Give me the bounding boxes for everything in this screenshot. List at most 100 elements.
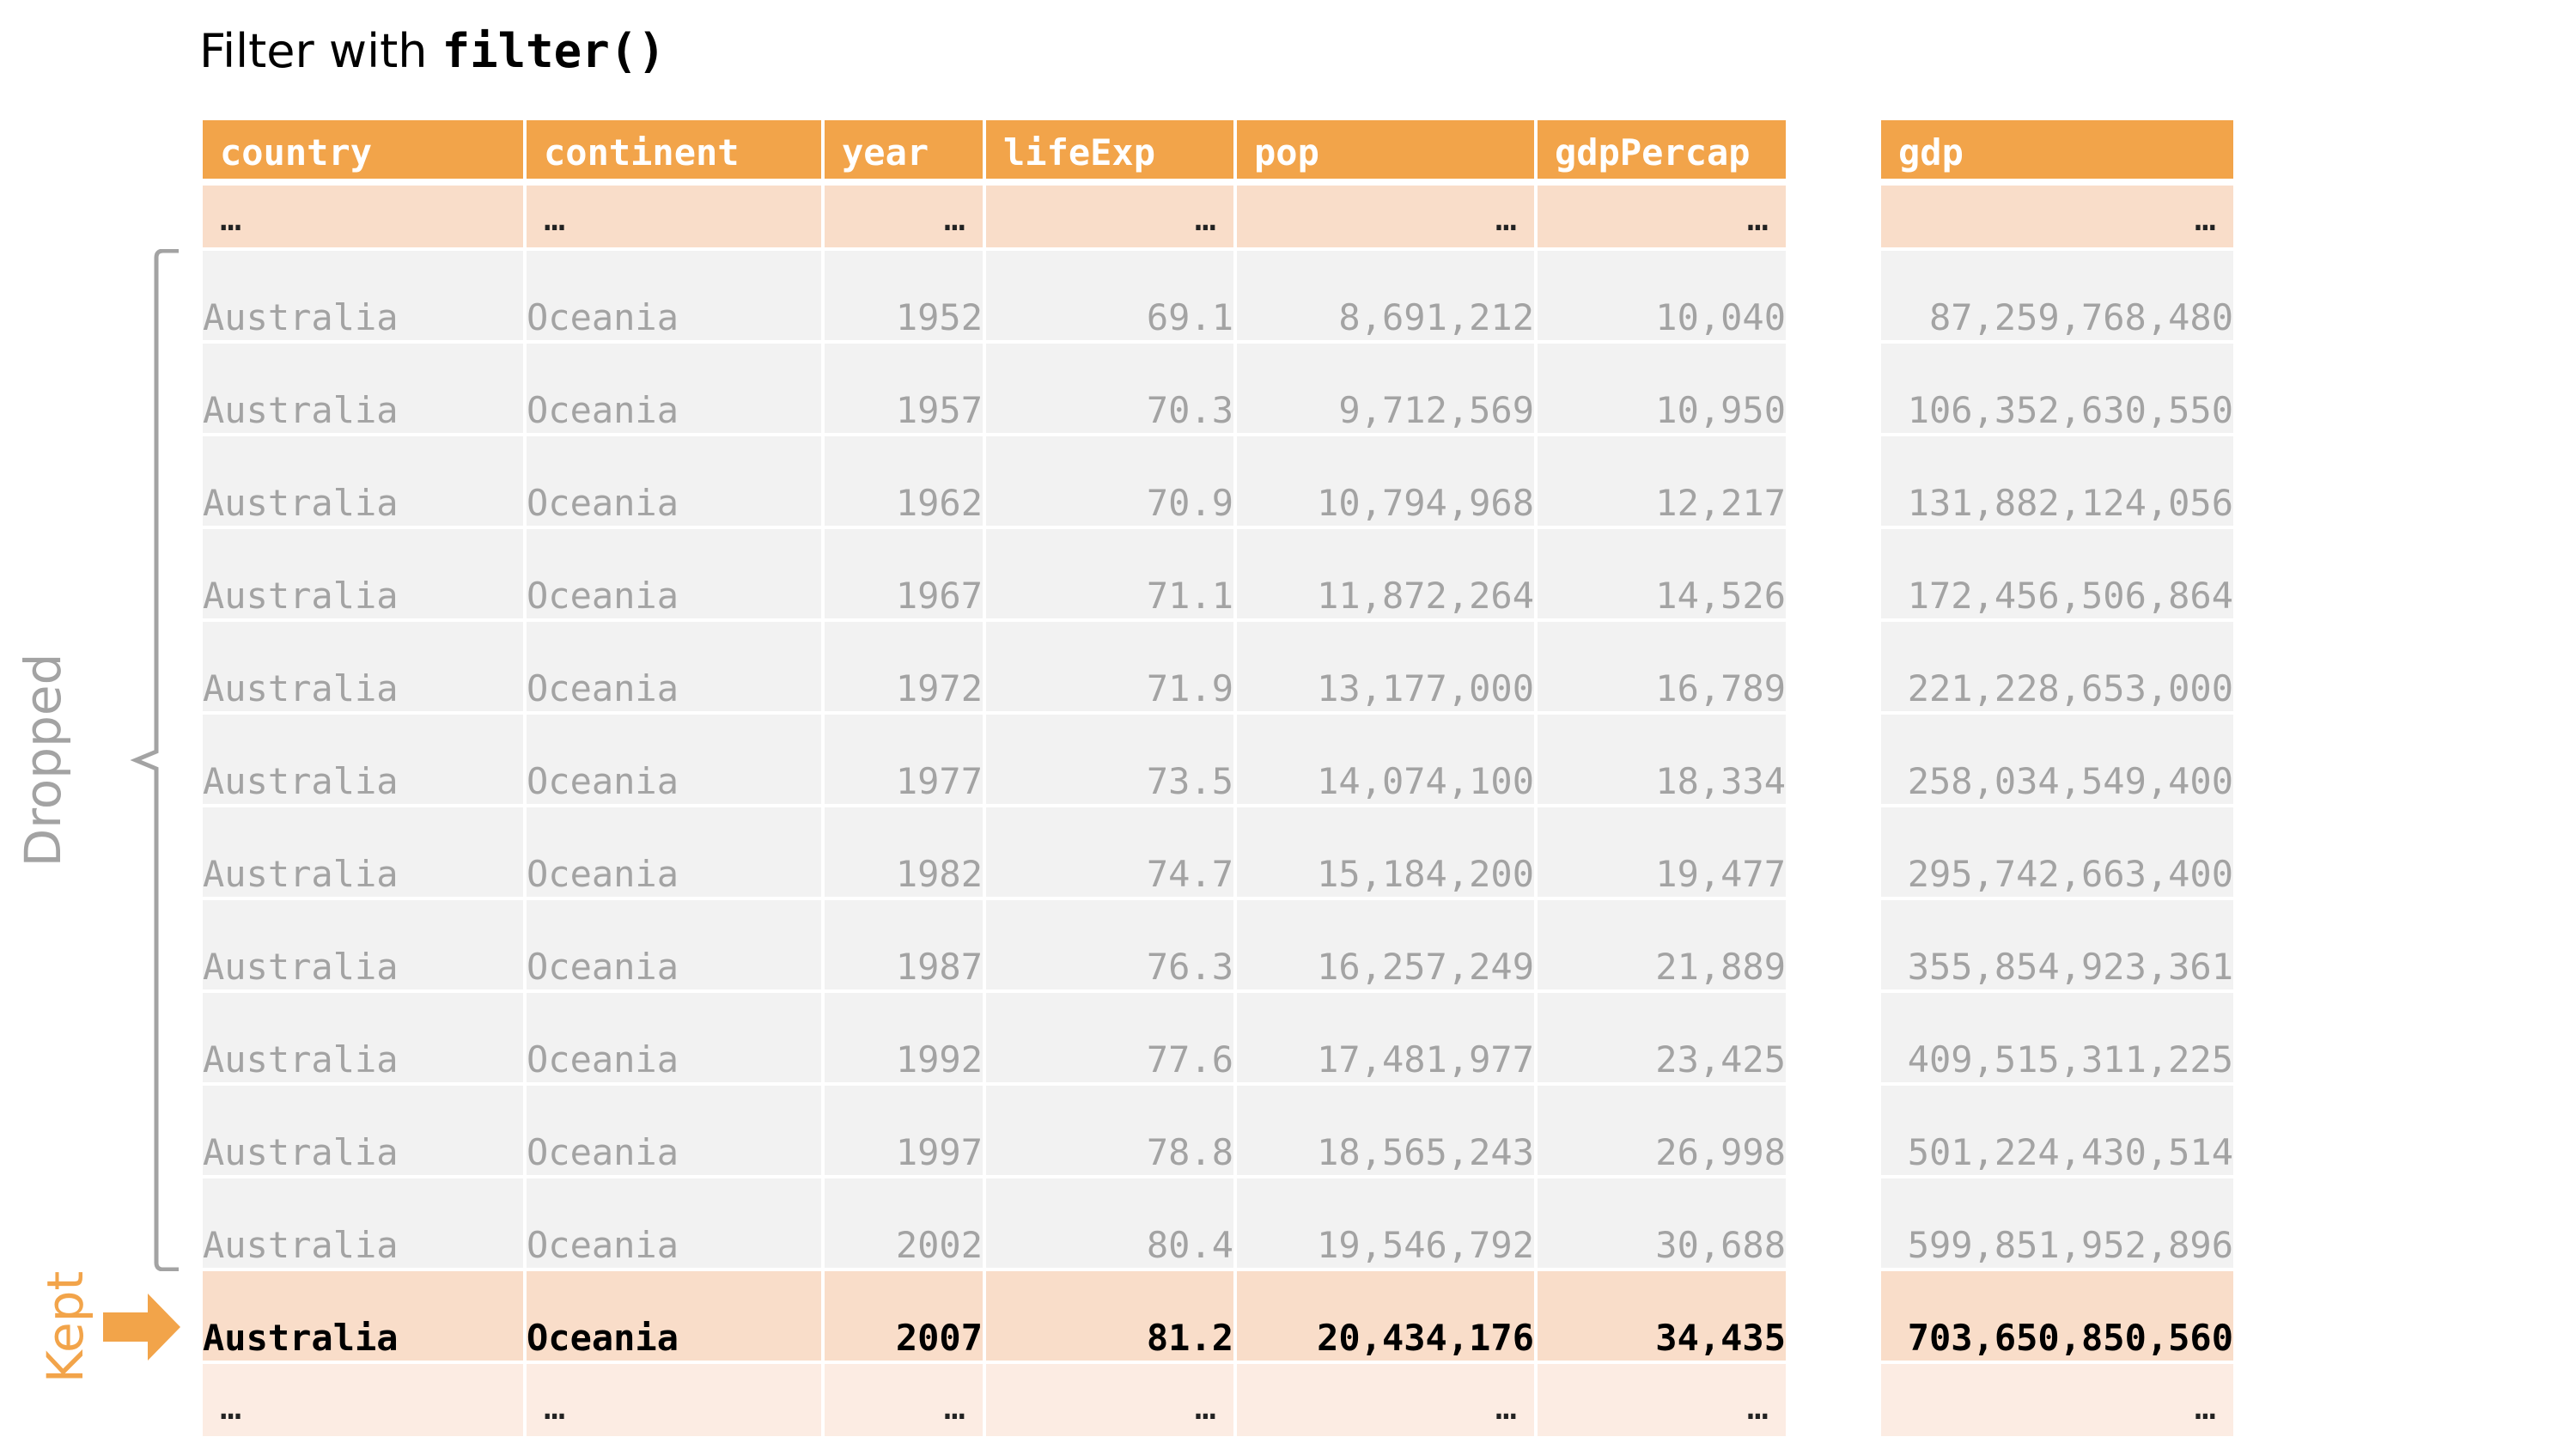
column-header-pop: pop [1237,120,1534,179]
dropped-cell-year: 2002 [825,1178,983,1268]
dropped-cell-year: 1962 [825,436,983,526]
dropped-cell-lifeexp: 78.8 [986,1086,1233,1175]
dropped-cell-country: Australia [203,436,523,526]
dropped-cell-gdp: 87,259,768,480 [1881,251,2233,340]
ellipsis-cell-bottom: … [1538,1364,1786,1436]
ellipsis-cell-top: … [1881,186,2233,247]
dropped-cell-gdppercap: 10,950 [1538,344,1786,433]
dropped-cell-gdp: 599,851,952,896 [1881,1178,2233,1268]
dropped-cell-year: 1977 [825,715,983,804]
ellipsis-cell-bottom: … [986,1364,1233,1436]
dropped-cell-gdppercap: 12,217 [1538,436,1786,526]
column-header-gdppercap: gdpPercap [1538,120,1786,179]
slide-title: Filter with filter() [199,24,666,78]
dropped-cell-year: 1972 [825,622,983,711]
dropped-cell-continent: Oceania [527,436,821,526]
ellipsis-cell-bottom: … [527,1364,821,1436]
ellipsis-cell-bottom: … [1881,1364,2233,1436]
dropped-cell-year: 1997 [825,1086,983,1175]
dropped-cell-pop: 9,712,569 [1237,344,1534,433]
dropped-cell-continent: Oceania [527,715,821,804]
dropped-cell-continent: Oceania [527,251,821,340]
dropped-cell-country: Australia [203,807,523,897]
dropped-cell-lifeexp: 70.9 [986,436,1233,526]
ellipsis-cell-bottom: … [1237,1364,1534,1436]
kept-cell-year: 2007 [825,1271,983,1361]
dropped-cell-year: 1987 [825,900,983,989]
dropped-cell-gdp: 355,854,923,361 [1881,900,2233,989]
dropped-cell-gdp: 172,456,506,864 [1881,529,2233,618]
dropped-cell-gdppercap: 30,688 [1538,1178,1786,1268]
dropped-cell-lifeexp: 71.1 [986,529,1233,618]
dropped-cell-gdp: 409,515,311,225 [1881,993,2233,1082]
ellipsis-cell-bottom: … [825,1364,983,1436]
ellipsis-cell-top: … [986,186,1233,247]
right-arrow-icon [103,1294,180,1361]
ellipsis-cell-top: … [825,186,983,247]
dropped-cell-country: Australia [203,1178,523,1268]
dropped-cell-year: 1982 [825,807,983,897]
dropped-cell-continent: Oceania [527,900,821,989]
ellipsis-cell-top: … [527,186,821,247]
kept-cell-lifeexp: 81.2 [986,1271,1233,1361]
dropped-cell-gdppercap: 26,998 [1538,1086,1786,1175]
kept-label: Kept [36,1270,94,1384]
ellipsis-cell-top: … [203,186,523,247]
dropped-cell-pop: 10,794,968 [1237,436,1534,526]
dropped-cell-gdp: 258,034,549,400 [1881,715,2233,804]
dropped-cell-country: Australia [203,344,523,433]
dropped-cell-gdppercap: 14,526 [1538,529,1786,618]
ellipsis-cell-top: … [1538,186,1786,247]
dropped-cell-country: Australia [203,251,523,340]
dropped-cell-pop: 8,691,212 [1237,251,1534,340]
ellipsis-cell-bottom: … [203,1364,523,1436]
dropped-cell-continent: Oceania [527,529,821,618]
dropped-cell-pop: 13,177,000 [1237,622,1534,711]
column-header-continent: continent [527,120,821,179]
dropped-cell-lifeexp: 77.6 [986,993,1233,1082]
column-header-lifeexp: lifeExp [986,120,1233,179]
dropped-cell-pop: 19,546,792 [1237,1178,1534,1268]
dropped-cell-gdppercap: 16,789 [1538,622,1786,711]
dropped-cell-year: 1957 [825,344,983,433]
dropped-cell-lifeexp: 70.3 [986,344,1233,433]
kept-cell-continent: Oceania [527,1271,821,1361]
dropped-cell-pop: 16,257,249 [1237,900,1534,989]
dropped-cell-pop: 17,481,977 [1237,993,1534,1082]
dropped-cell-country: Australia [203,900,523,989]
dropped-cell-country: Australia [203,622,523,711]
dropped-cell-country: Australia [203,993,523,1082]
dropped-cell-pop: 15,184,200 [1237,807,1534,897]
dropped-cell-pop: 18,565,243 [1237,1086,1534,1175]
dropped-cell-country: Australia [203,529,523,618]
dropped-cell-gdp: 221,228,653,000 [1881,622,2233,711]
column-header-gdp: gdp [1881,120,2233,179]
dropped-cell-country: Australia [203,715,523,804]
title-prefix: Filter with [199,24,442,78]
dropped-cell-lifeexp: 69.1 [986,251,1233,340]
ellipsis-cell-top: … [1237,186,1534,247]
dropped-cell-gdp: 131,882,124,056 [1881,436,2233,526]
dropped-cell-lifeexp: 73.5 [986,715,1233,804]
dropped-cell-pop: 11,872,264 [1237,529,1534,618]
dropped-label: Dropped [14,653,72,868]
column-header-year: year [825,120,983,179]
dropped-cell-continent: Oceania [527,993,821,1082]
dropped-cell-continent: Oceania [527,807,821,897]
dropped-cell-gdppercap: 19,477 [1538,807,1786,897]
dropped-cell-continent: Oceania [527,622,821,711]
kept-cell-country: Australia [203,1271,523,1361]
dropped-cell-country: Australia [203,1086,523,1175]
dropped-cell-pop: 14,074,100 [1237,715,1534,804]
kept-cell-pop: 20,434,176 [1237,1271,1534,1361]
dropped-cell-lifeexp: 74.7 [986,807,1233,897]
dropped-cell-gdppercap: 18,334 [1538,715,1786,804]
left-brace-icon [130,249,179,1271]
kept-cell-gdp: 703,650,850,560 [1881,1271,2233,1361]
dropped-cell-gdp: 501,224,430,514 [1881,1086,2233,1175]
dropped-cell-gdp: 295,742,663,400 [1881,807,2233,897]
dropped-cell-gdp: 106,352,630,550 [1881,344,2233,433]
dropped-cell-gdppercap: 21,889 [1538,900,1786,989]
dropped-cell-lifeexp: 71.9 [986,622,1233,711]
